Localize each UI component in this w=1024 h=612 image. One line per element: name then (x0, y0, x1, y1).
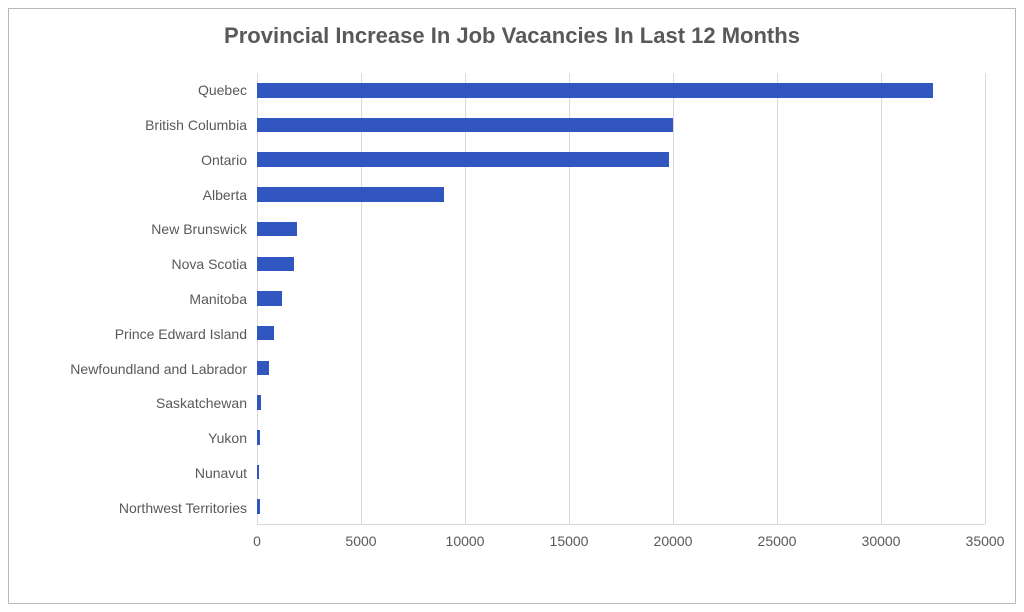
bar (257, 499, 260, 514)
bar (257, 361, 269, 376)
x-axis: 05000100001500020000250003000035000 (257, 529, 985, 553)
y-tick-label: Quebec (47, 83, 247, 97)
bar-row (257, 430, 985, 445)
y-tick-label: Northwest Territories (47, 501, 247, 515)
y-tick-label: Alberta (47, 188, 247, 202)
bar (257, 83, 933, 98)
bar-row (257, 83, 985, 98)
plot-area (257, 73, 985, 525)
bar-row (257, 222, 985, 237)
chart-title: Provincial Increase In Job Vacancies In … (9, 9, 1015, 59)
plot-container: Quebec British Columbia Ontario Alberta New … (47, 73, 985, 553)
x-tick-label: 25000 (758, 533, 797, 549)
y-tick-label: Yukon (47, 431, 247, 445)
bar (257, 326, 274, 341)
y-tick-label: British Columbia (47, 118, 247, 132)
bar (257, 291, 282, 306)
bar (257, 257, 294, 272)
bar (257, 395, 261, 410)
bar-row (257, 499, 985, 514)
bar (257, 465, 259, 480)
bar (257, 118, 673, 133)
y-axis-labels: Quebec British Columbia Ontario Alberta New … (47, 73, 247, 525)
y-tick-label: Nunavut (47, 466, 247, 480)
y-tick-label: Manitoba (47, 292, 247, 306)
bar (257, 152, 669, 167)
bar-row (257, 361, 985, 376)
chart-frame: Provincial Increase In Job Vacancies In … (8, 8, 1016, 604)
grid-line (985, 73, 986, 524)
bar-row (257, 257, 985, 272)
bar-row (257, 291, 985, 306)
bar-row (257, 326, 985, 341)
bar (257, 430, 260, 445)
bar-row (257, 465, 985, 480)
bar-row (257, 152, 985, 167)
bar-row (257, 118, 985, 133)
bar (257, 187, 444, 202)
bar-row (257, 395, 985, 410)
x-tick-label: 10000 (446, 533, 485, 549)
y-tick-label: Saskatchewan (47, 396, 247, 410)
y-tick-label: Newfoundland and Labrador (47, 362, 247, 376)
y-tick-label: Ontario (47, 153, 247, 167)
x-tick-label: 35000 (966, 533, 1005, 549)
bar-row (257, 187, 985, 202)
y-tick-label: Nova Scotia (47, 257, 247, 271)
x-tick-label: 0 (253, 533, 261, 549)
x-tick-label: 5000 (345, 533, 376, 549)
y-tick-label: Prince Edward Island (47, 327, 247, 341)
y-tick-label: New Brunswick (47, 222, 247, 236)
x-tick-label: 20000 (654, 533, 693, 549)
bar (257, 222, 297, 237)
x-tick-label: 15000 (550, 533, 589, 549)
x-tick-label: 30000 (862, 533, 901, 549)
